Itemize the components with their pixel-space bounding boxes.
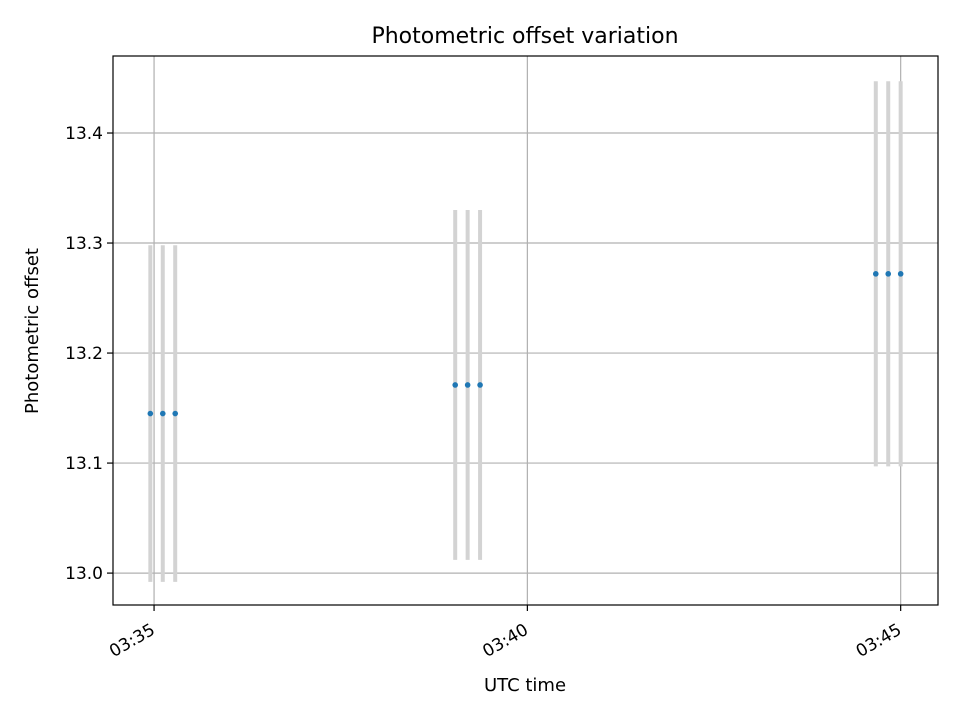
y-tick-label: 13.1 <box>65 454 103 474</box>
y-axis: 13.0 13.1 13.2 13.3 13.4 <box>65 124 113 584</box>
data-point <box>159 410 166 417</box>
y-tick-label: 13.3 <box>65 234 103 254</box>
data-points <box>147 271 904 417</box>
plot-frame <box>112 55 939 606</box>
data-point <box>477 382 483 388</box>
data-point <box>172 410 179 417</box>
chart-title: Photometric offset variation <box>371 24 678 49</box>
y-tick-label: 13.2 <box>65 344 103 364</box>
y-tick-label: 13.4 <box>65 124 103 144</box>
data-point <box>452 382 458 388</box>
data-point <box>872 271 879 277</box>
y-axis-label: Photometric offset <box>22 248 43 414</box>
data-point <box>147 410 154 417</box>
data-point <box>885 271 892 277</box>
y-tick-label: 13.0 <box>65 564 103 584</box>
data-point <box>464 382 471 388</box>
x-axis-label: UTC time <box>484 675 566 696</box>
data-point <box>897 271 904 277</box>
plot-area <box>113 56 938 605</box>
